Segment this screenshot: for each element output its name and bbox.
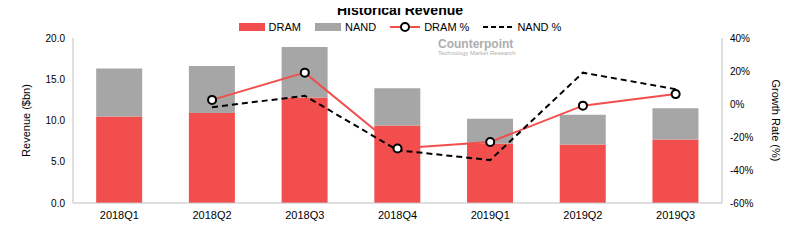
svg-text:2018Q3: 2018Q3 xyxy=(285,209,324,221)
html-text:Counterpoint: Counterpoint xyxy=(438,37,514,51)
svg-text:-20%: -20% xyxy=(730,132,753,143)
svg-text:0.0: 0.0 xyxy=(51,198,65,209)
svg-text:10.0: 10.0 xyxy=(46,115,66,126)
svg-text:40%: 40% xyxy=(730,33,750,44)
svg-text:Revenue ($bn): Revenue ($bn) xyxy=(20,84,32,157)
html-text:Historical Revenue: Historical Revenue xyxy=(337,2,463,18)
html-text:NAND: NAND xyxy=(345,21,377,33)
svg-text:20%: 20% xyxy=(730,66,750,77)
svg-text:0%: 0% xyxy=(730,99,745,110)
svg-text:2019Q1: 2019Q1 xyxy=(471,209,510,221)
html-text:Technology Market Research: Technology Market Research xyxy=(438,50,516,56)
svg-text:15.0: 15.0 xyxy=(46,74,66,85)
svg-text:2019Q2: 2019Q2 xyxy=(563,209,602,221)
html-text:NAND %: NAND % xyxy=(517,21,562,33)
svg-text:-60%: -60% xyxy=(730,198,753,209)
svg-text:2018Q4: 2018Q4 xyxy=(378,209,417,221)
html-text:DRAM %: DRAM % xyxy=(424,21,470,33)
svg-text:Growth Rate (%): Growth Rate (%) xyxy=(770,80,782,162)
svg-text:5.0: 5.0 xyxy=(51,156,65,167)
svg-text:20.0: 20.0 xyxy=(46,33,66,44)
html-text:DRAM: DRAM xyxy=(268,21,301,33)
svg-text:2019Q3: 2019Q3 xyxy=(656,209,695,221)
svg-text:-40%: -40% xyxy=(730,165,753,176)
svg-text:2018Q1: 2018Q1 xyxy=(100,209,139,221)
svg-text:2018Q2: 2018Q2 xyxy=(192,209,231,221)
